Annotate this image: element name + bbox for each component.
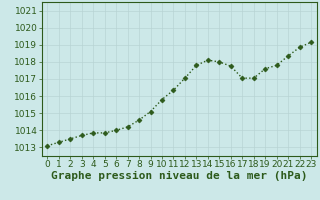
X-axis label: Graphe pression niveau de la mer (hPa): Graphe pression niveau de la mer (hPa) (51, 171, 308, 181)
